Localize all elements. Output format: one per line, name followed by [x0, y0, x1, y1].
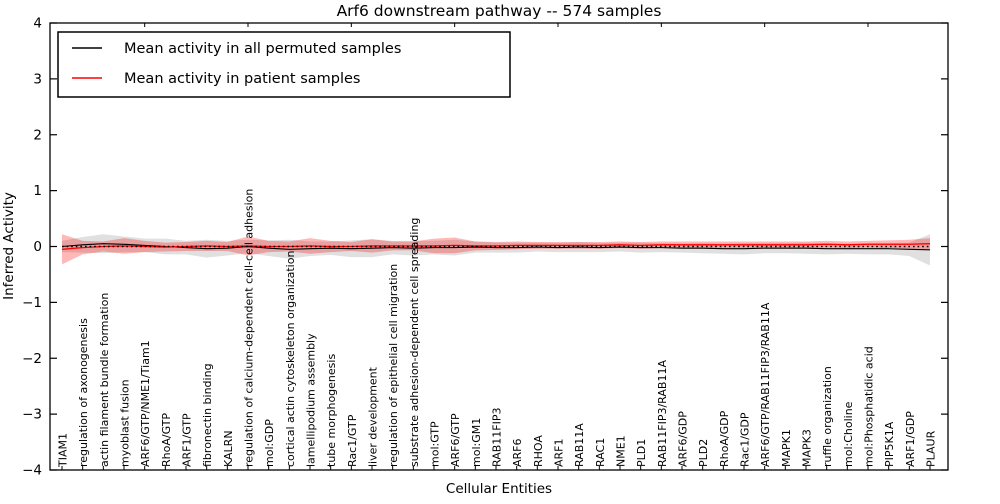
y-tick-label: 1	[33, 183, 42, 199]
x-tick-label: PLD2	[697, 439, 710, 467]
x-tick-label: regulation of epithelial cell migration	[387, 264, 400, 467]
y-tick-label: −4	[22, 463, 42, 479]
permuted-std-band	[62, 234, 930, 266]
x-tick-label: ruffle organization	[821, 366, 834, 467]
x-tick-label: ARF1	[553, 439, 566, 468]
x-tick-label: tube morphogenesis	[325, 354, 338, 467]
x-tick-label: RhoA/GTP	[160, 413, 173, 467]
x-tick-label: RAB11FIP3	[491, 408, 504, 467]
y-tick-label: 0	[33, 239, 42, 255]
x-tick-label: MAPK3	[801, 429, 814, 467]
x-tick-label: ARF1/GTP	[181, 413, 194, 467]
axes-frame	[49, 22, 949, 471]
x-tick-label: mol:Phosphatidic acid	[863, 346, 876, 467]
x-tick-label: RHOA	[532, 435, 545, 467]
chart-title: Arf6 downstream pathway -- 574 samples	[337, 2, 662, 20]
x-tick-label: RhoA/GDP	[718, 410, 731, 467]
x-tick-label: liver development	[367, 366, 380, 467]
x-tick-label: fibronectin binding	[201, 363, 214, 467]
x-tick-label: ARF6/GTP/RAB11FIP3/RAB11A	[759, 302, 772, 467]
y-tick-label: 2	[33, 127, 42, 143]
x-tick-label: NME1	[615, 435, 628, 467]
x-tick-label: actin filament bundle formation	[98, 293, 111, 467]
permuted-mean-line	[61, 243, 931, 251]
x-tick-label: Rac1/GDP	[739, 412, 752, 467]
x-tick-label: cortical actin cytoskeleton organization	[284, 251, 297, 467]
x-tick-label: substrate adhesion-dependent cell spread…	[408, 218, 421, 467]
x-tick-label: PIP5K1A	[883, 421, 896, 467]
y-tick-label: −2	[22, 351, 42, 367]
x-tick-label: Rac1/GTP	[346, 414, 359, 467]
x-tick-label: RAC1	[594, 438, 607, 467]
patient-std-band	[62, 234, 930, 265]
legend-label-patient: Mean activity in patient samples	[124, 71, 360, 87]
x-tick-label: PLAUR	[925, 430, 938, 467]
y-tick-label: 3	[33, 71, 42, 87]
x-tick-label: mol:GM1	[470, 418, 483, 467]
legend-box	[57, 31, 511, 98]
x-tick-label: regulation of axonogenesis	[77, 318, 90, 467]
x-tick-label: mol:GTP	[429, 421, 442, 467]
x-tick-label: RAB11FIP3/RAB11A	[656, 360, 669, 467]
x-tick-label: PLD1	[635, 439, 648, 467]
x-axis-label: Cellular Entities	[446, 481, 552, 497]
legend-label-permuted: Mean activity in all permuted samples	[124, 41, 401, 57]
y-axis-label: Inferred Activity	[1, 192, 17, 300]
x-tick-label: ARF6/GTP	[449, 413, 462, 467]
y-tick-label: −3	[22, 407, 42, 423]
x-tick-label: ARF6/GTP/NME1/Tiam1	[139, 340, 152, 467]
y-tick-label: 4	[33, 16, 42, 32]
x-tick-label: mol:GDP	[263, 419, 276, 467]
y-tick-label: −1	[22, 295, 42, 311]
x-tick-label: ARF6	[511, 439, 524, 468]
x-tick-label: lamellipodium assembly	[305, 333, 318, 467]
plot-layer: −4 −3 −2 −1 0 1 2 3 4 TIAM1 regulation of axonogen…	[22, 16, 948, 479]
x-tick-label: myoblast fusion	[119, 379, 132, 467]
x-tick-label: KALRN	[222, 430, 235, 467]
x-tick-label: TIAM1	[57, 433, 70, 468]
x-tick-label: MAPK1	[780, 429, 793, 467]
x-tick-label: mol:Choline	[842, 401, 855, 467]
x-tick-label: RAB11A	[573, 423, 586, 467]
x-tick-label: regulation of calcium-dependent cell-cel…	[243, 189, 256, 467]
x-tick-label: ARF1/GDP	[904, 411, 917, 467]
legend: Mean activity in all permuted samples Me…	[57, 31, 511, 98]
x-tick-label: ARF6/GDP	[677, 411, 690, 467]
